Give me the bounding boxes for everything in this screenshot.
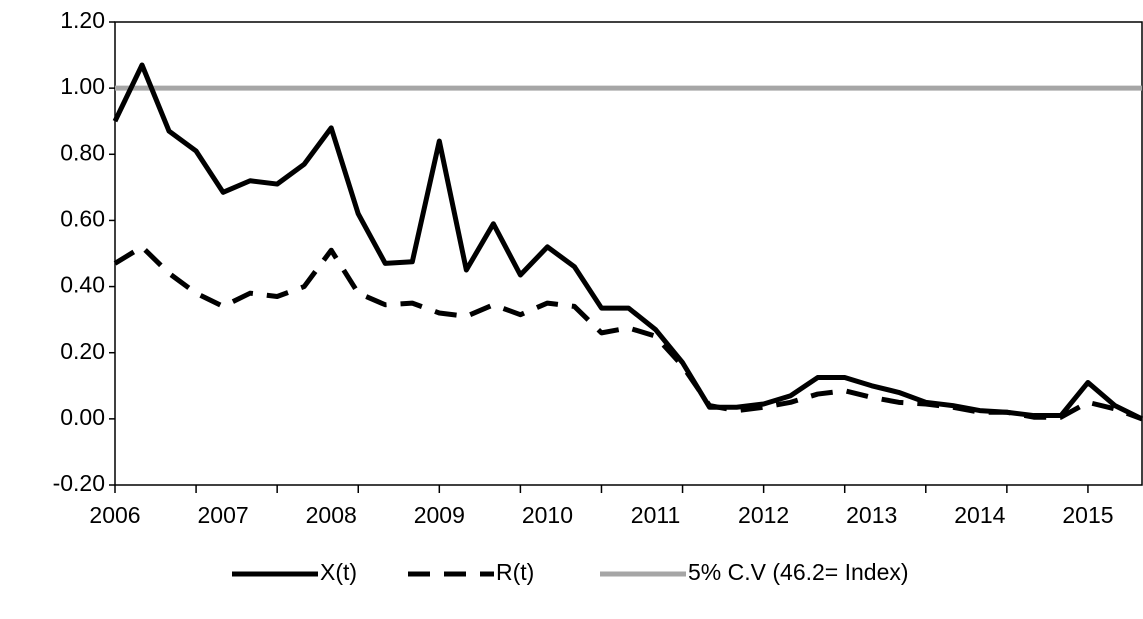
y-tick-label: 0.80 [60,139,105,165]
series-line [112,62,1143,422]
plot-frame [114,21,1143,486]
series-line [113,244,1143,422]
x-tick-label: 2013 [846,502,897,528]
x-tick-label: 2015 [1062,502,1113,528]
y-tick-label: 0.40 [60,272,105,298]
x-tick-label: 2007 [198,502,249,528]
x-tick-label: 2006 [89,502,140,528]
x-tick-label: 2012 [738,502,789,528]
x-tick-label: 2008 [306,502,357,528]
y-tick-label: -0.20 [53,470,105,496]
y-tick-label: 0.00 [60,404,105,430]
y-tick-label: 1.20 [60,7,105,33]
y-tick-label: 0.60 [60,206,105,232]
x-tick-label: 2014 [954,502,1005,528]
y-tick-label: 1.00 [60,73,105,99]
x-tick-label: 2011 [631,502,680,528]
legend-label: 5% C.V (46.2= Index) [688,559,909,585]
x-tick-label: 2009 [414,502,465,528]
legend-label: R(t) [496,559,534,585]
x-tick-label: 2010 [522,502,573,528]
legend-label: X(t) [320,559,357,585]
y-tick-label: 0.20 [60,338,105,364]
